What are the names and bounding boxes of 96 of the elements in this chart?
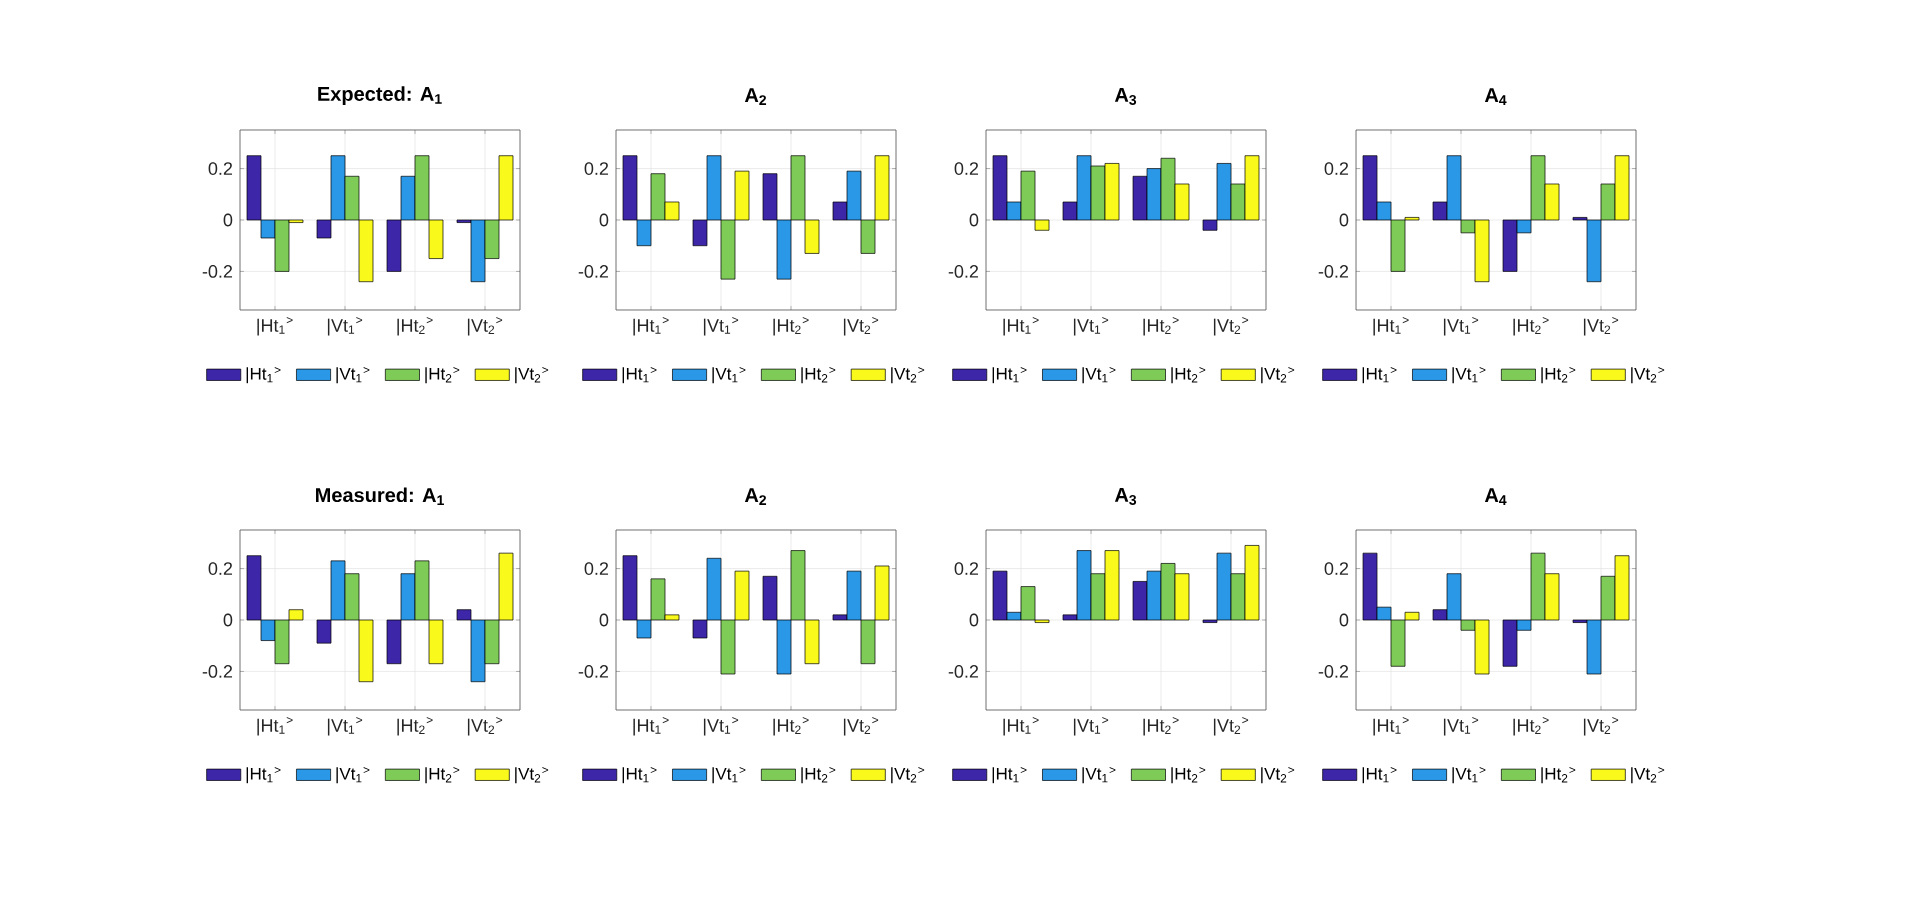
x-tick-label: |Ht$_{2}$> (773, 717, 809, 736)
legend-label: |Vt$_{2}$> (1261, 367, 1295, 384)
legend-label: |Vt$_{1}$> (712, 767, 746, 784)
x-tick-label: |Vt$_{2}$> (1583, 717, 1619, 736)
legend-label: |Ht$_{2}$> (801, 367, 836, 384)
legend-label: |Ht$_{1}$> (622, 367, 657, 384)
x-tick-label: |Ht$_{2}$> (397, 317, 433, 336)
x-tick-label: |Vt$_{2}$> (1213, 317, 1249, 336)
x-tick-label: |Vt$_{2}$> (467, 317, 503, 336)
y-tick-label: -0.2 (578, 265, 609, 278)
y-tick-label: 0.2 (1324, 162, 1349, 175)
legend-label: |Ht$_{2}$> (425, 767, 460, 784)
legend-label: |Ht$_{1}$> (246, 367, 281, 384)
legend-label: |Vt$_{1}$> (712, 367, 746, 384)
legend-label: |Ht$_{1}$> (246, 767, 281, 784)
y-tick-label: 0 (223, 613, 233, 627)
y-tick-label: 0.2 (584, 162, 609, 175)
legend-label: |Ht$_{2}$> (1171, 767, 1206, 784)
y-tick-label: 0.2 (208, 562, 233, 575)
x-tick-label: |Vt$_{2}$> (843, 717, 879, 736)
legend-label: |Ht$_{1}$> (1362, 767, 1397, 784)
x-tick-label: |Vt$_{1}$> (1073, 317, 1109, 336)
y-tick-label: 0 (599, 613, 609, 627)
legend-label: |Vt$_{2}$> (891, 767, 925, 784)
legend-label: |Vt$_{1}$> (336, 367, 370, 384)
chart-title: A$_{4}$ (1484, 488, 1507, 505)
x-tick-label: |Vt$_{2}$> (843, 317, 879, 336)
x-tick-label: |Ht$_{2}$> (397, 717, 433, 736)
x-tick-label: |Ht$_{1}$> (257, 717, 293, 736)
y-tick-label: 0 (223, 213, 233, 227)
chart-title: A$_{3}$ (1114, 88, 1137, 105)
x-tick-label: |Ht$_{1}$> (1003, 717, 1039, 736)
legend-label: |Vt$_{1}$> (1452, 767, 1486, 784)
x-tick-label: |Vt$_{1}$> (327, 317, 363, 336)
x-tick-label: |Ht$_{1}$> (1003, 317, 1039, 336)
legend-label: |Ht$_{2}$> (1171, 367, 1206, 384)
x-tick-label: |Ht$_{1}$> (257, 317, 293, 336)
legend-label: |Vt$_{1}$> (1082, 367, 1116, 384)
legend-label: |Ht$_{2}$> (1541, 367, 1576, 384)
legend-label: |Ht$_{2}$> (425, 367, 460, 384)
x-tick-label: |Vt$_{2}$> (467, 717, 503, 736)
y-tick-label: 0.2 (584, 562, 609, 575)
legend-label: |Vt$_{2}$> (1631, 767, 1665, 784)
x-tick-label: |Ht$_{1}$> (633, 317, 669, 336)
x-tick-label: |Vt$_{1}$> (1073, 717, 1109, 736)
x-tick-label: |Ht$_{1}$> (1373, 717, 1409, 736)
y-tick-label: -0.2 (1318, 665, 1349, 678)
legend-label: |Ht$_{1}$> (992, 767, 1027, 784)
x-tick-label: |Ht$_{2}$> (1513, 317, 1549, 336)
chart-title: Measured: A$_{1}$ (316, 487, 444, 505)
legend-label: |Vt$_{1}$> (336, 767, 370, 784)
legend-label: |Vt$_{2}$> (1261, 767, 1295, 784)
y-tick-label: -0.2 (202, 265, 233, 278)
x-tick-label: |Ht$_{2}$> (1143, 317, 1179, 336)
legend-label: |Vt$_{2}$> (515, 767, 549, 784)
y-tick-label: 0 (1339, 613, 1349, 627)
x-tick-label: |Vt$_{1}$> (703, 717, 739, 736)
x-tick-label: |Vt$_{1}$> (1443, 717, 1479, 736)
x-tick-label: |Ht$_{1}$> (1373, 317, 1409, 336)
legend-label: |Ht$_{1}$> (1362, 367, 1397, 384)
legend-label: |Ht$_{1}$> (622, 767, 657, 784)
legend-label: |Ht$_{2}$> (1541, 767, 1576, 784)
y-tick-label: 0 (599, 213, 609, 227)
x-tick-label: |Ht$_{1}$> (633, 717, 669, 736)
chart-title: A$_{4}$ (1484, 88, 1507, 105)
x-tick-label: |Ht$_{2}$> (773, 317, 809, 336)
y-tick-label: -0.2 (578, 665, 609, 678)
legend-label: |Vt$_{2}$> (1631, 367, 1665, 384)
y-tick-label: -0.2 (948, 265, 979, 278)
x-tick-label: |Ht$_{2}$> (1143, 717, 1179, 736)
chart-title: A$_{3}$ (1114, 488, 1137, 505)
y-tick-label: -0.2 (948, 665, 979, 678)
x-tick-label: |Vt$_{2}$> (1583, 317, 1619, 336)
y-tick-label: 0.2 (954, 162, 979, 175)
chart-title: A$_{2}$ (744, 488, 767, 505)
y-tick-label: 0 (969, 213, 979, 227)
legend-label: |Vt$_{1}$> (1452, 367, 1486, 384)
y-tick-label: 0.2 (954, 562, 979, 575)
y-tick-label: 0.2 (1324, 562, 1349, 575)
chart-title: A$_{2}$ (744, 88, 767, 105)
x-tick-label: |Ht$_{2}$> (1513, 717, 1549, 736)
y-tick-label: 0.2 (208, 162, 233, 175)
y-tick-label: -0.2 (202, 665, 233, 678)
legend-label: |Ht$_{1}$> (992, 367, 1027, 384)
chart-title: Expected: A$_{1}$ (318, 86, 442, 105)
legend-label: |Ht$_{2}$> (801, 767, 836, 784)
x-tick-label: |Vt$_{1}$> (327, 717, 363, 736)
y-tick-label: 0 (969, 613, 979, 627)
legend-label: |Vt$_{2}$> (515, 367, 549, 384)
legend-label: |Vt$_{2}$> (891, 367, 925, 384)
y-tick-label: 0 (1339, 213, 1349, 227)
y-tick-label: -0.2 (1318, 265, 1349, 278)
legend-label: |Vt$_{1}$> (1082, 767, 1116, 784)
x-tick-label: |Vt$_{2}$> (1213, 717, 1249, 736)
x-tick-label: |Vt$_{1}$> (703, 317, 739, 336)
x-tick-label: |Vt$_{1}$> (1443, 317, 1479, 336)
